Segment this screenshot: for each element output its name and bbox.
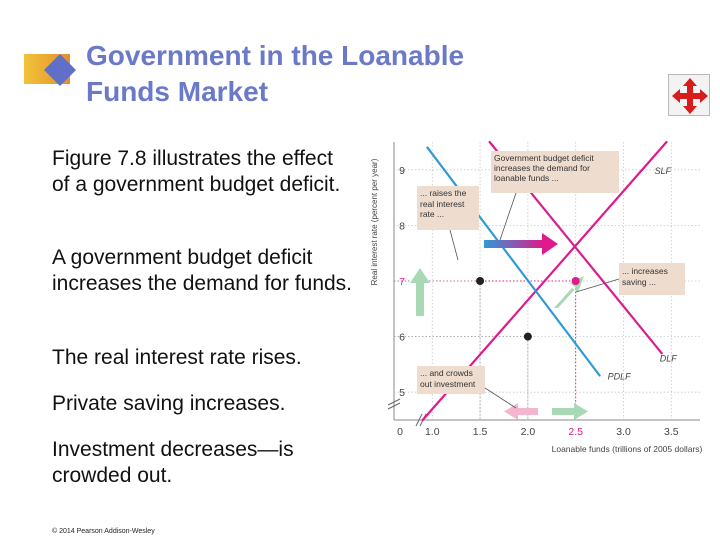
curve-label-slf: SLF (655, 166, 672, 176)
y-tick-7: 7 (399, 276, 405, 288)
equilibrium-points (476, 277, 580, 341)
callout-saving: ... increases saving ... (575, 263, 685, 295)
paragraph-5: Investment decreases—is crowded out. (52, 438, 294, 487)
paragraph-3: The real interest rate rises. (52, 346, 302, 369)
title-line-2: Funds Market (86, 76, 269, 107)
y-tick-labels: 5 6 7 8 9 (399, 165, 405, 399)
x-tick-0: 0 (397, 426, 403, 438)
callout-deficit: Government budget deficit increases the … (491, 151, 619, 241)
equilibrium-point-investment (476, 277, 485, 285)
y-tick-8: 8 (399, 220, 405, 232)
paragraph-4: Private saving increases. (52, 392, 286, 415)
demand-shift-arrow (484, 233, 558, 255)
interest-rise-arrow (410, 268, 430, 316)
paragraph-2: A government budget deficit increases th… (52, 246, 353, 295)
paragraph-1: Figure 7.8 illustrates the effect of a g… (52, 147, 341, 196)
equilibrium-point-initial (523, 332, 532, 341)
slide-title: Government in the Loanable Funds Market (86, 38, 606, 110)
x-tick-2.0: 2.0 (521, 426, 536, 438)
y-axis-label: Real interest rate (percent per year) (370, 158, 379, 285)
callout-crowds-out: ... and crowds out investment (417, 366, 517, 409)
saving-quantity-arrow (552, 403, 588, 420)
curve-label-dlf: DLF (660, 353, 678, 363)
y-tick-6: 6 (399, 332, 405, 344)
x-tick-2.5: 2.5 (568, 426, 583, 438)
curve-label-pdlf: PDLF (608, 372, 632, 382)
curve-labels: SLF DLF PDLF (608, 166, 678, 382)
callout-raises: ... raises the real interest rate ... (417, 186, 479, 261)
x-tick-labels: 0 1.0 1.5 2.0 2.5 3.0 3.5 (397, 426, 679, 438)
x-tick-1.5: 1.5 (473, 426, 488, 438)
title-line-1: Government in the Loanable (86, 40, 465, 71)
x-tick-3.0: 3.0 (616, 426, 631, 438)
title-ornament-icon (24, 54, 76, 86)
x-axis-label: Loanable funds (trillions of 2005 dollar… (552, 444, 703, 454)
equilibrium-point-new (571, 277, 580, 285)
loanable-funds-chart: Real interest rate (percent per year) 5 6… (370, 140, 703, 454)
y-tick-5: 5 (399, 387, 405, 399)
x-tick-1.0: 1.0 (425, 426, 440, 438)
y-axis-break (387, 398, 401, 410)
curve-pdlf (426, 146, 601, 377)
copyright-notice: © 2014 Pearson Addison-Wesley (52, 528, 155, 535)
investment-decrease-arrow (504, 403, 538, 420)
four-arrows-glyph (672, 78, 708, 114)
x-tick-3.5: 3.5 (664, 426, 679, 438)
y-tick-9: 9 (399, 165, 405, 177)
four-arrows-icon[interactable] (668, 74, 710, 116)
